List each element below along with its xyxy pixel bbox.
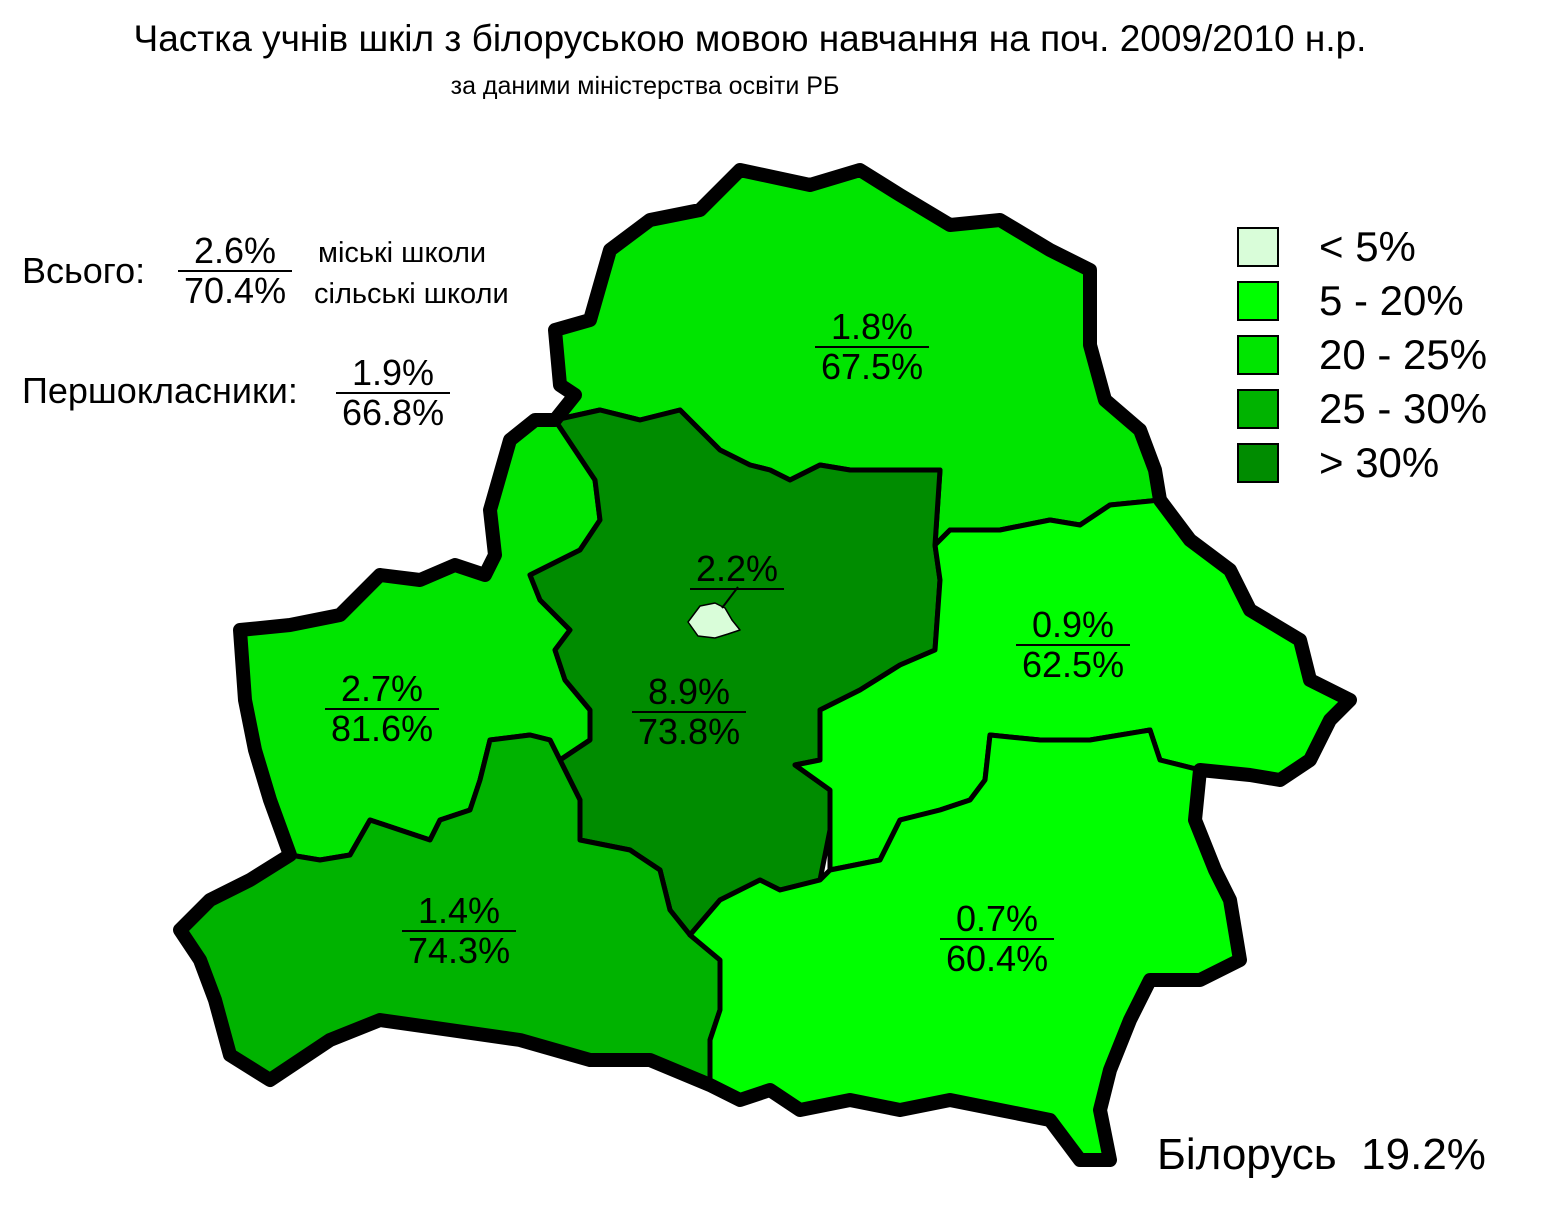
grodno-rural: 81.6% [331,707,434,749]
totals-fraction: 2.6% 70.4% [178,232,293,311]
totals-label: Всього: [22,250,146,291]
first-graders-label: Першокласники: [22,370,298,411]
legend-label: < 5% [1319,223,1416,270]
legend-label: 20 - 25% [1319,331,1488,378]
label-gomel: 0.7% 60.4% [940,900,1055,979]
legend-swatch [1237,443,1279,483]
totals-rural: 70.4% [184,269,287,311]
mogilev-urban: 0.9% [1016,606,1131,646]
minsk-region-urban: 8.9% [632,673,747,713]
legend-item-5-20: 5 - 20% [1237,274,1487,328]
first-graders-urban: 1.9% [336,354,451,394]
legend-item-gt30: > 30% [1237,436,1487,490]
brest-urban: 1.4% [402,892,517,932]
label-minsk-city: 2.2% [690,550,785,590]
legend-swatch [1237,227,1279,267]
urban-schools-label: міські школи [318,237,487,269]
gomel-rural: 60.4% [946,937,1049,979]
legend-swatch [1237,281,1279,321]
vitebsk-rural: 67.5% [821,345,924,387]
legend-item-25-30: 25 - 30% [1237,382,1487,436]
minsk-city-pointer [721,586,739,609]
legend-label: 25 - 30% [1319,385,1488,432]
legend-swatch [1237,389,1279,429]
minsk-city-urban: 2.2% [690,550,785,590]
vitebsk-urban: 1.8% [815,308,930,348]
legend-item-20-25: 20 - 25% [1237,328,1487,382]
region-minsk-city[interactable] [687,602,741,639]
label-vitebsk: 1.8% 67.5% [815,308,930,387]
brest-rural: 74.3% [408,929,511,971]
gomel-urban: 0.7% [940,900,1055,940]
country-value: 19.2% [1361,1130,1486,1179]
country-border [173,163,1357,1167]
map-subtitle: за даними міністерства освіти РБ [450,72,840,100]
grodno-urban: 2.7% [325,670,440,710]
legend-item-lt5: < 5% [1237,220,1487,274]
legend-swatch [1237,335,1279,375]
country-total: Білорусь 19.2% [1157,1130,1486,1180]
legend: < 5% 5 - 20% 20 - 25% 25 - 30% > 30% [1237,220,1487,490]
label-brest: 1.4% 74.3% [402,892,517,971]
map-title: Частка учнів шкіл з білоруською мовою на… [133,18,1367,59]
label-mogilev: 0.9% 62.5% [1016,606,1131,685]
rural-schools-label: сільські школи [314,278,509,310]
mogilev-rural: 62.5% [1022,643,1125,685]
minsk-region-rural: 73.8% [638,710,741,752]
totals-urban: 2.6% [178,232,293,272]
legend-label: 5 - 20% [1319,277,1464,324]
country-label: Білорусь [1157,1130,1337,1179]
label-minsk-region: 8.9% 73.8% [632,673,747,752]
label-grodno: 2.7% 81.6% [325,670,440,749]
first-graders-fraction: 1.9% 66.8% [336,354,451,433]
legend-label: > 30% [1319,439,1440,486]
first-graders-rural: 66.8% [342,391,445,433]
